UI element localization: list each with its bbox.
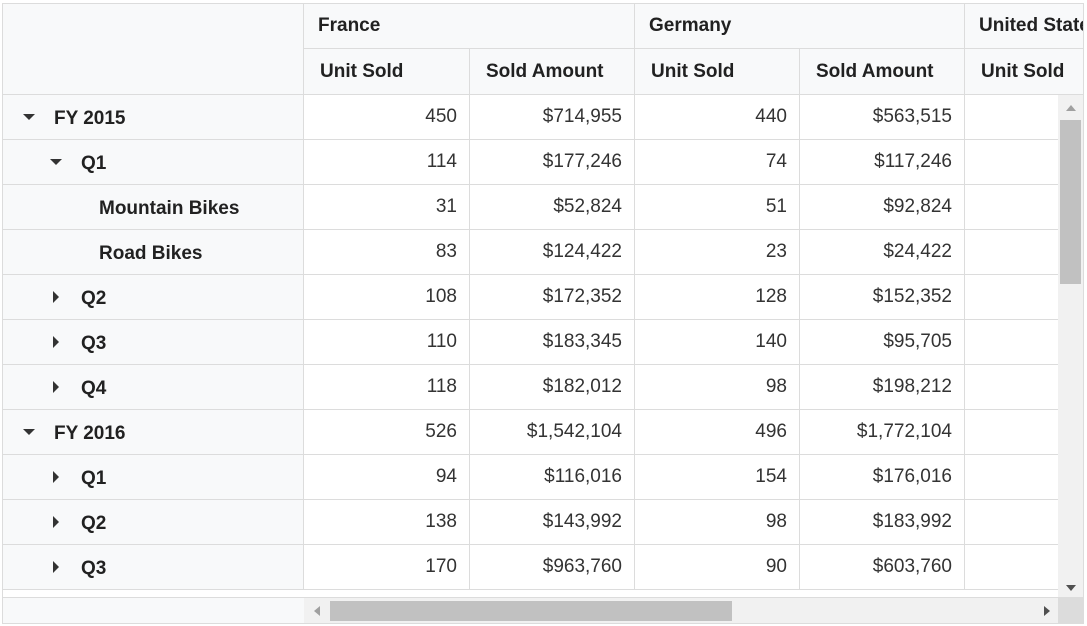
row-header: Road Bikes (3, 230, 304, 275)
value-cell: 98 (635, 365, 800, 410)
value-cell: 90 (635, 545, 800, 590)
value-cell: 31 (304, 185, 470, 230)
scroll-up-arrow-icon[interactable] (1066, 105, 1076, 111)
column-header-measure[interactable]: Sold Amount (470, 49, 635, 95)
value-cell: $1,542,104 (470, 410, 635, 455)
caret-right-icon[interactable] (46, 275, 66, 320)
value-cell: 51 (635, 185, 800, 230)
row-header: Q1 (3, 455, 304, 500)
row-header: FY 2016 (3, 410, 304, 455)
horizontal-scroll-thumb[interactable] (330, 601, 732, 621)
caret-down-icon[interactable] (46, 140, 66, 185)
row-header-label: Q2 (81, 513, 107, 534)
value-cell: $1,772,104 (800, 410, 965, 455)
column-header-country[interactable]: United States (965, 4, 1083, 49)
value-cell: $177,246 (470, 140, 635, 185)
caret-right-icon[interactable] (46, 455, 66, 500)
value-cell: $92,824 (800, 185, 965, 230)
column-header-measure[interactable]: Unit Sold (965, 49, 1083, 95)
row-header-label: Road Bikes (99, 243, 203, 264)
scrollbar-corner (1058, 598, 1083, 623)
value-cell: $24,422 (800, 230, 965, 275)
value-cell: $172,352 (470, 275, 635, 320)
row-header-label: FY 2016 (54, 423, 126, 444)
value-cell: 496 (635, 410, 800, 455)
value-cell: $152,352 (800, 275, 965, 320)
value-cell: $124,422 (470, 230, 635, 275)
row-header: FY 2015 (3, 95, 304, 140)
value-cell: $183,345 (470, 320, 635, 365)
column-header-country[interactable]: France (304, 4, 635, 49)
vertical-scrollbar[interactable] (1058, 95, 1083, 597)
row-header: Q4 (3, 365, 304, 410)
value-cell: $116,016 (470, 455, 635, 500)
value-cell: 74 (635, 140, 800, 185)
value-cell: 154 (635, 455, 800, 500)
column-header-measure[interactable]: Unit Sold (304, 49, 470, 95)
header-corner (3, 4, 304, 95)
caret-right-icon[interactable] (46, 365, 66, 410)
column-header-measure[interactable]: Unit Sold (635, 49, 800, 95)
value-cell: 138 (304, 500, 470, 545)
value-cell: $52,824 (470, 185, 635, 230)
value-cell: 98 (635, 500, 800, 545)
value-cell: 450 (304, 95, 470, 140)
value-cell: $198,212 (800, 365, 965, 410)
scroll-right-arrow-icon[interactable] (1044, 606, 1050, 616)
value-cell: $603,760 (800, 545, 965, 590)
value-cell: $143,992 (470, 500, 635, 545)
column-header-country[interactable]: Germany (635, 4, 965, 49)
value-cell: 140 (635, 320, 800, 365)
value-cell: 23 (635, 230, 800, 275)
value-cell: $714,955 (470, 95, 635, 140)
caret-down-icon[interactable] (19, 95, 39, 140)
value-cell: $182,012 (470, 365, 635, 410)
value-cell: 94 (304, 455, 470, 500)
value-cell: $963,760 (470, 545, 635, 590)
row-header-label: FY 2015 (54, 108, 126, 129)
row-header-label: Q1 (81, 153, 107, 174)
value-cell: 114 (304, 140, 470, 185)
value-cell: $176,016 (800, 455, 965, 500)
value-cell: $563,515 (800, 95, 965, 140)
caret-down-icon[interactable] (19, 410, 39, 455)
row-header: Q2 (3, 500, 304, 545)
value-cell: 128 (635, 275, 800, 320)
value-cell: 110 (304, 320, 470, 365)
scroll-down-arrow-icon[interactable] (1066, 585, 1076, 591)
value-cell: 440 (635, 95, 800, 140)
caret-right-icon[interactable] (46, 320, 66, 365)
caret-right-icon[interactable] (46, 545, 66, 590)
caret-right-icon[interactable] (46, 500, 66, 545)
row-header: Mountain Bikes (3, 185, 304, 230)
column-header-measure[interactable]: Sold Amount (800, 49, 965, 95)
value-cell: $117,246 (800, 140, 965, 185)
row-header: Q2 (3, 275, 304, 320)
value-cell: 170 (304, 545, 470, 590)
scroll-left-arrow-icon[interactable] (314, 606, 320, 616)
row-header-label: Q3 (81, 558, 107, 579)
row-header: Q3 (3, 320, 304, 365)
value-cell: 118 (304, 365, 470, 410)
value-cell: $95,705 (800, 320, 965, 365)
value-cell: 83 (304, 230, 470, 275)
row-header-label: Q3 (81, 333, 107, 354)
row-header-label: Q1 (81, 468, 107, 489)
horizontal-scrollbar[interactable] (304, 598, 1058, 623)
vertical-scroll-thumb[interactable] (1060, 120, 1081, 284)
row-header: Q1 (3, 140, 304, 185)
row-header-label: Q4 (81, 378, 107, 399)
row-header-label: Mountain Bikes (99, 198, 240, 219)
value-cell: $183,992 (800, 500, 965, 545)
value-cell: 108 (304, 275, 470, 320)
row-header-label: Q2 (81, 288, 107, 309)
row-header: Q3 (3, 545, 304, 590)
value-cell: 526 (304, 410, 470, 455)
